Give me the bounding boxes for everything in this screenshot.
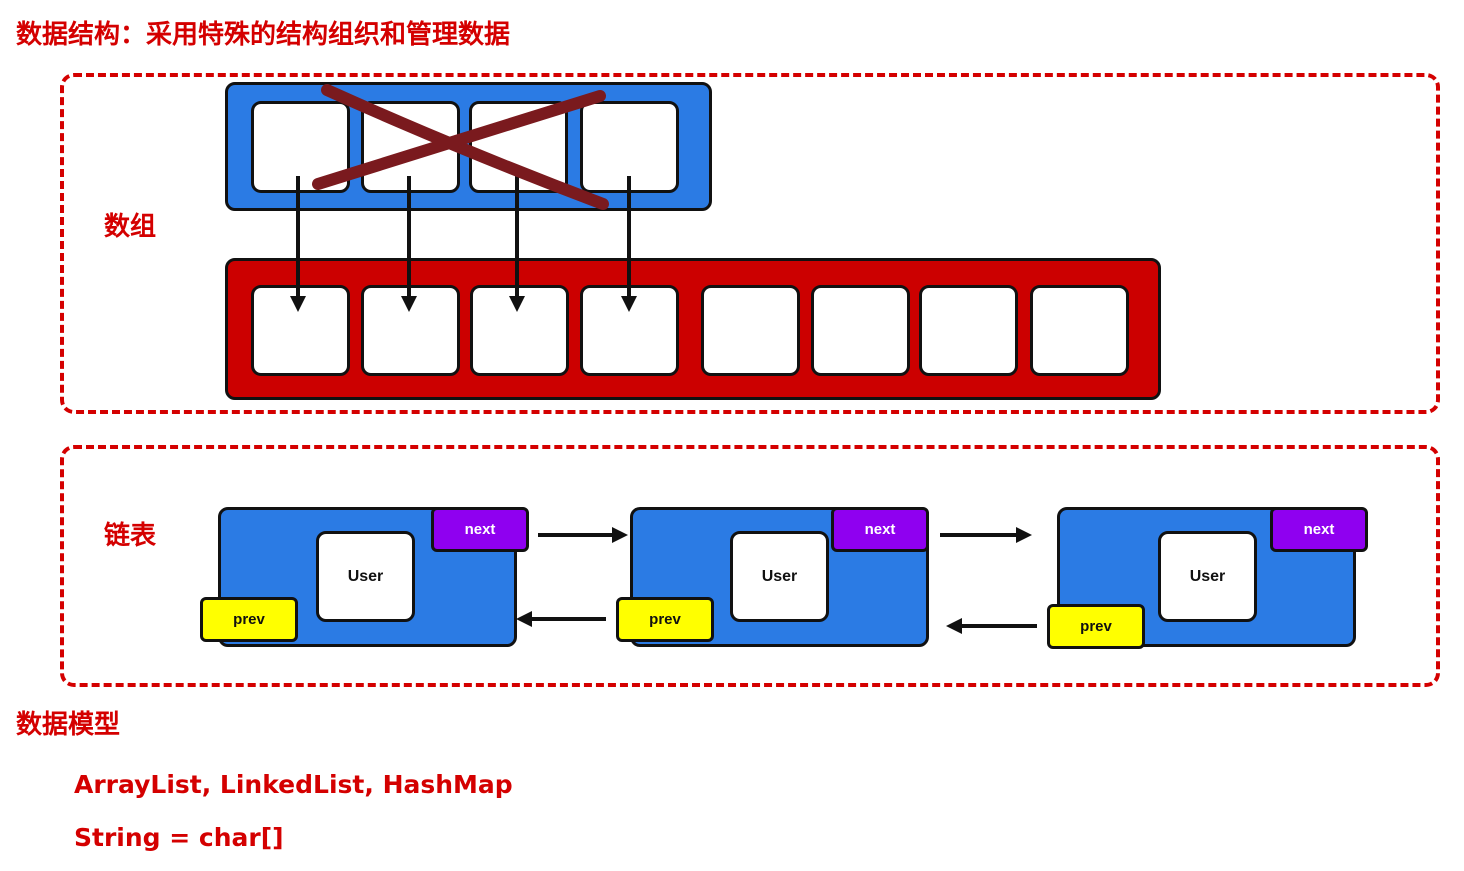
data-model-string-def: String = char[] bbox=[74, 823, 284, 852]
node-3-user-box: User bbox=[1158, 531, 1257, 622]
data-model-examples: ArrayList, LinkedList, HashMap bbox=[74, 770, 513, 799]
new-array-cell bbox=[251, 285, 350, 376]
array-section-frame bbox=[60, 73, 1440, 414]
new-array bbox=[225, 258, 1161, 400]
node-1-user-box: User bbox=[316, 531, 415, 622]
node-3-prev-pointer: prev bbox=[1047, 604, 1145, 649]
linked-list-section-frame bbox=[60, 445, 1440, 687]
data-model-title: 数据模型 bbox=[16, 710, 121, 740]
old-array-cell bbox=[361, 101, 460, 193]
old-array-cell bbox=[469, 101, 568, 193]
node-2-user-box: User bbox=[730, 531, 829, 622]
old-array-cell bbox=[251, 101, 350, 193]
node-2-prev-pointer: prev bbox=[616, 597, 714, 642]
new-array-cell bbox=[470, 285, 569, 376]
new-array-cell bbox=[1030, 285, 1129, 376]
linked-list-section-label: 链表 bbox=[104, 521, 157, 551]
new-array-cell bbox=[919, 285, 1018, 376]
node-3-next-pointer: next bbox=[1270, 507, 1368, 552]
old-array bbox=[225, 82, 712, 211]
new-array-cell bbox=[701, 285, 800, 376]
new-array-cell bbox=[361, 285, 460, 376]
array-section-label: 数组 bbox=[104, 212, 157, 242]
new-array-cell bbox=[811, 285, 910, 376]
new-array-cell bbox=[580, 285, 679, 376]
old-array-cell bbox=[580, 101, 679, 193]
node-2-next-pointer: next bbox=[831, 507, 929, 552]
node-1-next-pointer: next bbox=[431, 507, 529, 552]
page-title: 数据结构：采用特殊的结构组织和管理数据 bbox=[16, 20, 511, 50]
node-1-prev-pointer: prev bbox=[200, 597, 298, 642]
